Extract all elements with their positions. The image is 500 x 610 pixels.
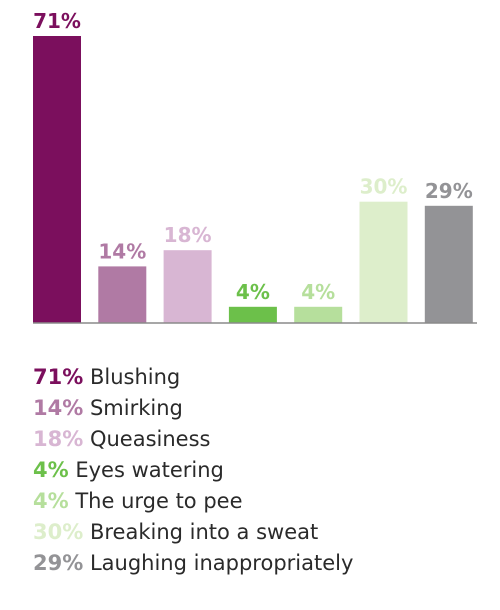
legend-item-blushing: 71% Blushing: [33, 362, 353, 393]
bar-chart: 71% 14% 18% 4% 4% 30% 29%: [33, 9, 477, 324]
bar-0: [33, 36, 81, 323]
legend-value: 14%: [33, 396, 84, 420]
legend-item-eyes-watering: 4% Eyes watering: [33, 455, 353, 486]
legend-label: Blushing: [89, 365, 181, 389]
legend-value: 30%: [33, 520, 84, 544]
legend-value: 18%: [33, 427, 84, 451]
legend-value: 4%: [33, 458, 69, 482]
bar-3: [228, 306, 277, 323]
bar-value-label-6: 29%: [425, 179, 473, 203]
bar-value-label-0: 71%: [33, 9, 81, 33]
bar-value-label-4: 4%: [301, 280, 335, 304]
legend-item-laughing-inappropriately: 29% Laughing inappropriately: [33, 548, 353, 579]
legend-value: 4%: [33, 489, 69, 513]
bar-4: [294, 306, 343, 323]
legend-item-smirking: 14% Smirking: [33, 393, 353, 424]
legend-value: 71%: [33, 365, 84, 389]
legend-item-urge-to-pee: 4% The urge to pee: [33, 486, 353, 517]
legend-label: Eyes watering: [75, 458, 224, 482]
legend-label: The urge to pee: [75, 489, 243, 513]
bar-value-label-1: 14%: [98, 239, 146, 263]
bars-group: [33, 36, 473, 323]
bar-value-label-5: 30%: [360, 175, 408, 199]
bar-1: [98, 266, 147, 323]
legend-item-breaking-into-sweat: 30% Breaking into a sweat: [33, 517, 353, 548]
legend-label: Laughing inappropriately: [89, 551, 354, 575]
legend-label: Breaking into a sweat: [89, 520, 319, 544]
legend-label: Queasiness: [89, 427, 211, 451]
legend: 71% Blushing 14% Smirking 18% Queasiness…: [33, 362, 353, 579]
bar-labels-group: 71% 14% 18% 4% 4% 30% 29%: [33, 9, 473, 304]
bar-value-label-2: 18%: [164, 223, 212, 247]
bar-2: [163, 250, 212, 323]
legend-item-queasiness: 18% Queasiness: [33, 424, 353, 455]
bar-5: [359, 201, 408, 323]
bar-6: [424, 205, 473, 323]
bar-value-label-3: 4%: [236, 280, 270, 304]
legend-value: 29%: [33, 551, 84, 575]
legend-label: Smirking: [89, 396, 183, 420]
